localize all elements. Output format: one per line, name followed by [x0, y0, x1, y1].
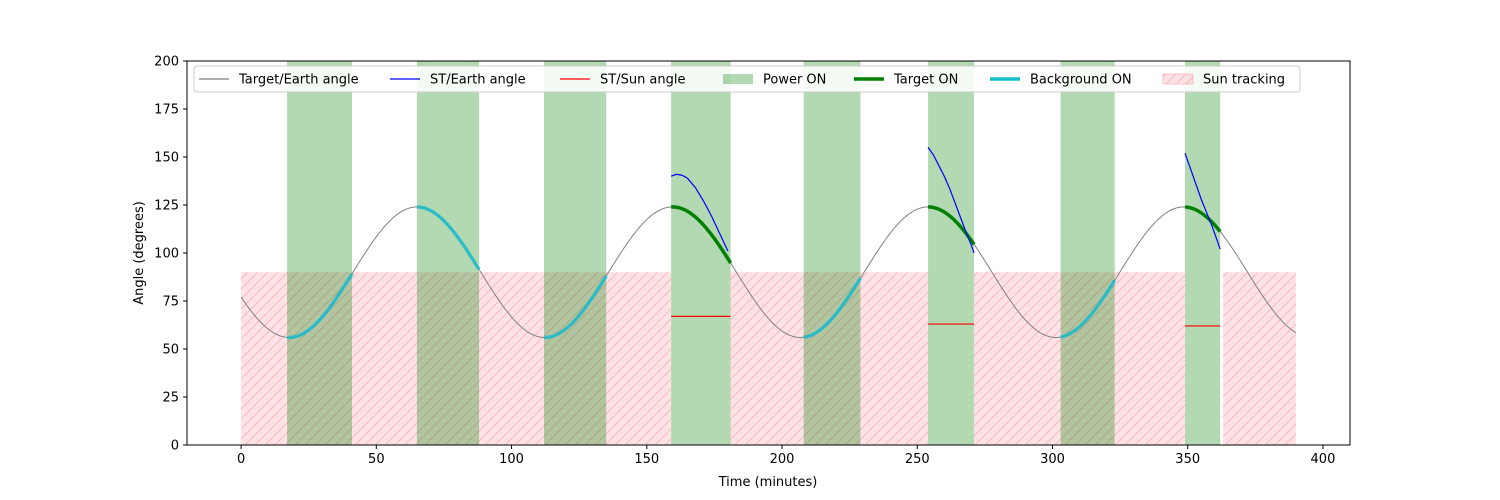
- x-tick-label: 400: [1311, 452, 1336, 467]
- x-axis-label: Time (minutes): [718, 475, 818, 490]
- st-earth-angle-line: [670, 173, 729, 252]
- background-on-segment: [286, 272, 354, 340]
- x-tick-label: 200: [770, 452, 795, 467]
- legend-handle-hatch: [1162, 73, 1194, 85]
- x-tick-label: 150: [634, 452, 659, 467]
- x-tick-label: 100: [499, 452, 524, 467]
- legend-label: Background ON: [1030, 73, 1132, 88]
- target-on-segment: [1184, 205, 1222, 233]
- st-earth-angle-line: [927, 147, 975, 254]
- legend: Target/Earth angle ST/Earth angle ST/Sun a…: [193, 65, 1301, 93]
- axes: 0 50 100 150 200 250 300 350 400 0 25 50 75 100 125 150…: [154, 55, 1335, 468]
- legend-box: [193, 65, 1301, 93]
- y-tick-label: 100: [154, 247, 179, 262]
- plot-area-lines: [240, 147, 1297, 340]
- background-on-segment: [544, 275, 608, 340]
- power-on-band: [287, 61, 352, 445]
- y-tick-label: 150: [154, 151, 179, 166]
- background-on-segment: [803, 277, 862, 339]
- sun-tracking-hatch: [1222, 272, 1296, 445]
- legend-label: Target/Earth angle: [238, 73, 359, 88]
- legend-label: ST/Sun angle: [600, 73, 686, 88]
- y-tick-label: 25: [162, 391, 179, 406]
- y-axis-label: Angle (degrees): [132, 201, 147, 305]
- y-tick-label: 175: [154, 103, 179, 118]
- y-tick-label: 125: [154, 199, 179, 214]
- x-tick-label: 300: [1040, 452, 1065, 467]
- power-on-band: [928, 61, 975, 445]
- legend-label: Power ON: [763, 73, 826, 88]
- power-on-band: [1185, 61, 1221, 445]
- x-tick-label: 350: [1175, 452, 1200, 467]
- x-tick-label: 50: [368, 452, 385, 467]
- sun-tracking-hatch: [974, 272, 1186, 445]
- power-on-band: [803, 61, 861, 445]
- power-on-band: [544, 61, 607, 445]
- legend-handle: [723, 74, 753, 84]
- background-on-segment: [1060, 279, 1117, 339]
- sun-tracking-hatch: [241, 272, 672, 445]
- plot-area-patches: [241, 61, 1296, 445]
- y-tick-label: 50: [162, 343, 179, 358]
- background-on-segment: [416, 205, 481, 271]
- x-tick-label: 0: [237, 452, 245, 467]
- x-tick-label: 250: [905, 452, 930, 467]
- legend-label: Target ON: [893, 73, 958, 88]
- y-tick-label: 0: [171, 439, 179, 454]
- power-on-band: [671, 61, 731, 445]
- target-on-segment: [671, 205, 733, 264]
- legend-label: ST/Earth angle: [430, 73, 526, 88]
- legend-label: Sun tracking: [1203, 73, 1285, 88]
- power-on-band: [1060, 61, 1115, 445]
- y-tick-label: 75: [162, 295, 179, 310]
- st-earth-angle-line: [1184, 152, 1221, 250]
- y-tick-label: 200: [154, 55, 179, 70]
- sun-tracking-hatch: [730, 272, 929, 445]
